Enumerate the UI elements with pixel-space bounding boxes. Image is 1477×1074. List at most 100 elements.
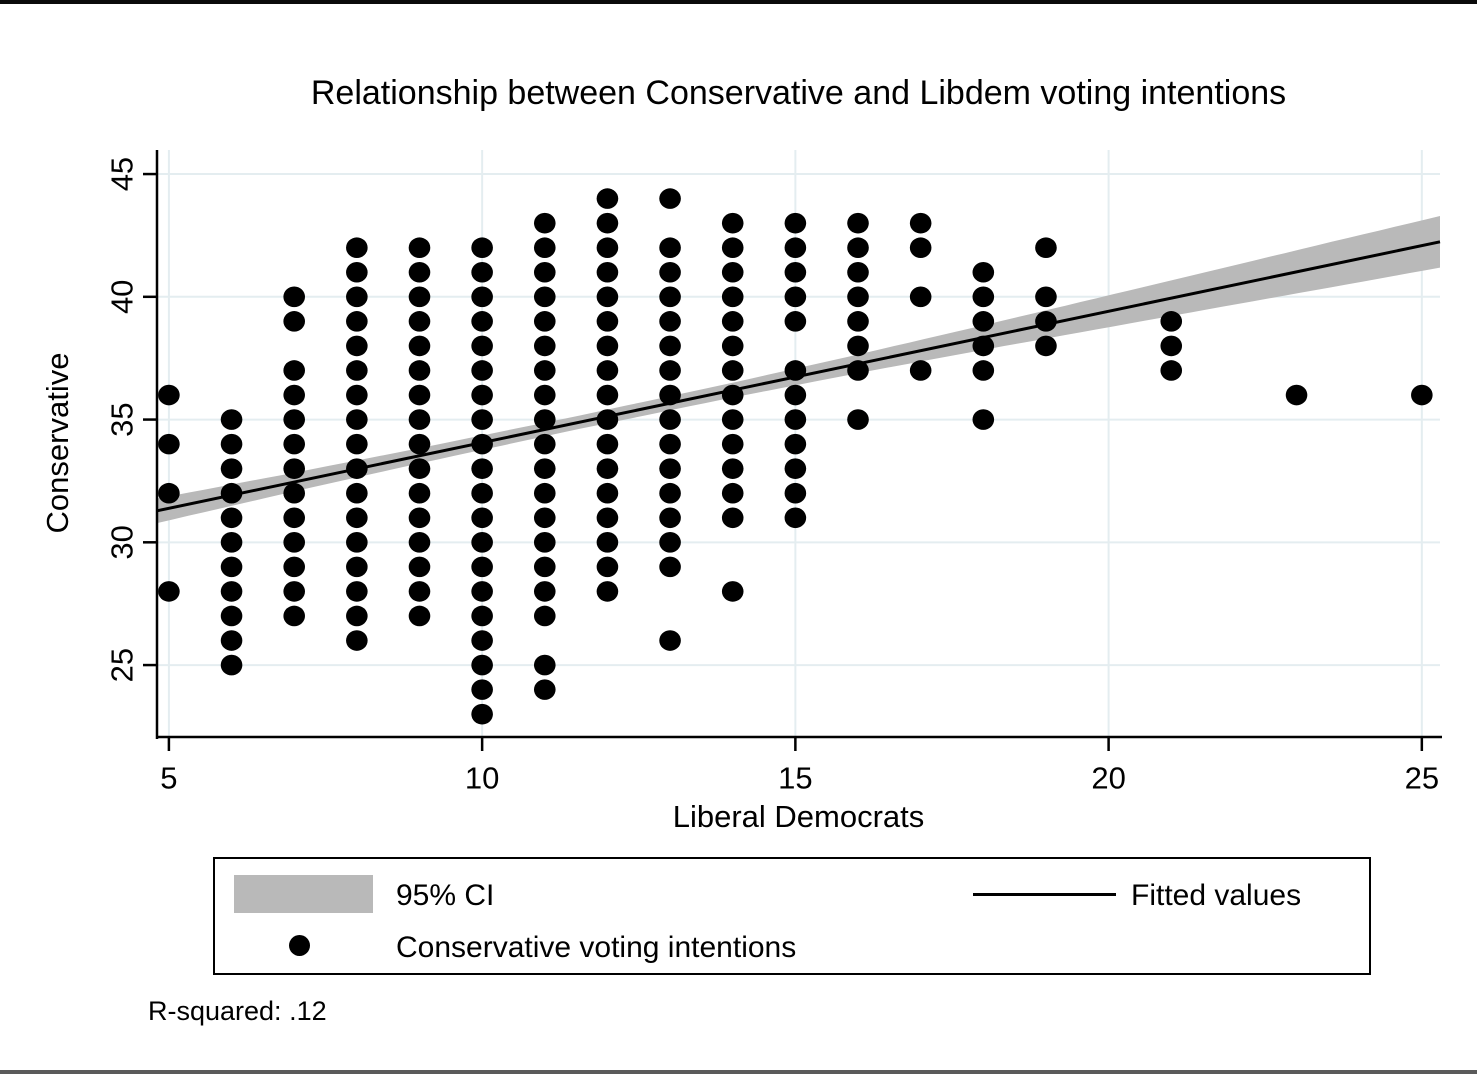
data-point (533, 458, 556, 479)
data-point (909, 360, 932, 381)
data-point (471, 654, 493, 676)
data-point (1035, 311, 1057, 332)
data-point (471, 237, 493, 259)
data-point (659, 360, 681, 381)
data-point (659, 188, 681, 209)
data-point (596, 532, 619, 553)
data-point (533, 507, 556, 529)
data-point (1160, 311, 1183, 332)
data-point (784, 433, 807, 455)
data-point (408, 556, 431, 578)
data-point (283, 507, 305, 529)
data-point (283, 433, 305, 455)
data-point (471, 311, 493, 332)
scatter-dot-swatch-icon (289, 935, 310, 956)
data-point (471, 532, 493, 553)
data-point (596, 261, 619, 283)
data-point (346, 409, 368, 430)
data-point (847, 360, 869, 381)
data-point (471, 679, 493, 700)
data-point (847, 335, 869, 357)
data-point (220, 532, 243, 553)
y-tick-label: 30 (105, 525, 140, 559)
data-point (346, 507, 368, 529)
data-point (346, 286, 368, 308)
data-point (596, 433, 619, 455)
data-point (471, 433, 493, 455)
data-point (784, 286, 807, 308)
data-point (721, 482, 744, 504)
data-point (283, 360, 305, 381)
data-point (596, 188, 619, 209)
data-point (596, 482, 619, 504)
data-point (1160, 335, 1183, 357)
data-point (847, 286, 869, 308)
data-point (408, 335, 431, 357)
data-point (847, 409, 869, 430)
data-point (659, 286, 681, 308)
data-point (721, 311, 744, 332)
data-point (596, 212, 619, 234)
data-point (408, 384, 431, 406)
data-point (721, 360, 744, 381)
data-point (972, 335, 995, 357)
data-point (784, 458, 807, 479)
fitted-line-swatch-icon (973, 893, 1116, 896)
data-point (659, 261, 681, 283)
data-point (1285, 384, 1308, 406)
data-point (471, 605, 493, 627)
data-point (471, 556, 493, 578)
data-point (346, 261, 368, 283)
data-point (220, 654, 243, 676)
data-point (471, 703, 493, 725)
ci-band-swatch-icon (234, 875, 373, 913)
data-point (784, 212, 807, 234)
data-point (220, 409, 243, 430)
data-point (283, 532, 305, 553)
data-point (1160, 360, 1183, 381)
data-point (721, 433, 744, 455)
data-point (533, 286, 556, 308)
data-point (596, 237, 619, 259)
window-border-top (0, 0, 1477, 4)
data-point (533, 581, 556, 602)
data-point (1035, 286, 1057, 308)
data-point (346, 433, 368, 455)
data-point (533, 261, 556, 283)
data-point (784, 237, 807, 259)
data-point (408, 507, 431, 529)
data-point (471, 507, 493, 529)
x-axis-label: Liberal Democrats (672, 799, 925, 834)
data-point (283, 605, 305, 627)
data-point (346, 360, 368, 381)
data-point (283, 556, 305, 578)
data-point (596, 556, 619, 578)
data-point (408, 458, 431, 479)
data-point (659, 433, 681, 455)
data-point (283, 458, 305, 479)
x-tick-label: 5 (160, 761, 177, 796)
data-point (659, 384, 681, 406)
data-point (471, 360, 493, 381)
data-point (533, 556, 556, 578)
data-point (596, 507, 619, 529)
legend-points-label: Conservative voting intentions (396, 931, 797, 964)
data-point (1411, 384, 1433, 406)
data-point (847, 311, 869, 332)
data-point (721, 458, 744, 479)
data-point (346, 581, 368, 602)
data-point (283, 286, 305, 308)
data-point (533, 532, 556, 553)
data-point (659, 630, 681, 651)
data-point (533, 482, 556, 504)
data-point (283, 409, 305, 430)
data-point (659, 335, 681, 357)
data-point (596, 409, 619, 430)
data-point (659, 507, 681, 529)
data-point (471, 581, 493, 602)
y-tick-label: 25 (105, 648, 140, 682)
data-point (220, 433, 243, 455)
data-point (721, 335, 744, 357)
